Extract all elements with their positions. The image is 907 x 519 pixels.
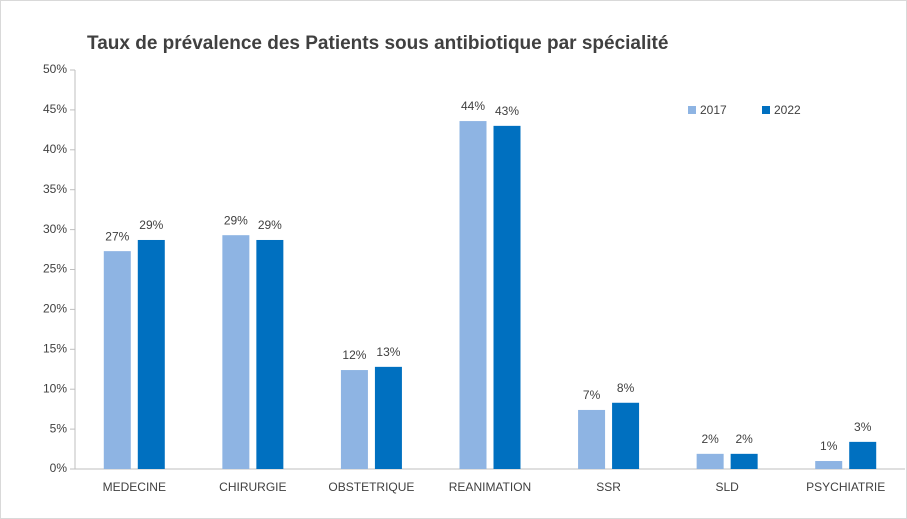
bar bbox=[222, 235, 250, 469]
y-tick-label: 5% bbox=[50, 421, 68, 435]
data-label: 1% bbox=[820, 439, 838, 453]
y-tick-label: 45% bbox=[43, 102, 67, 116]
data-label: 44% bbox=[461, 99, 485, 113]
legend-label: 2017 bbox=[700, 103, 727, 117]
bar bbox=[493, 125, 521, 470]
data-label: 13% bbox=[376, 345, 400, 359]
data-label: 7% bbox=[583, 388, 601, 402]
x-tick-label: OBSTETRIQUE bbox=[328, 480, 414, 494]
legend-swatch bbox=[762, 106, 770, 114]
y-tick-label: 30% bbox=[43, 222, 67, 236]
data-label: 29% bbox=[258, 218, 282, 232]
bar bbox=[459, 121, 487, 470]
y-tick-label: 35% bbox=[43, 182, 67, 196]
bar bbox=[374, 366, 402, 469]
legend-label: 2022 bbox=[774, 103, 801, 117]
x-tick-label: MEDECINE bbox=[103, 480, 166, 494]
data-label: 29% bbox=[224, 213, 248, 227]
bar bbox=[103, 251, 131, 469]
y-tick-label: 20% bbox=[43, 302, 67, 316]
data-label: 29% bbox=[139, 218, 163, 232]
data-label: 2% bbox=[735, 432, 753, 446]
bar bbox=[578, 409, 606, 469]
bar bbox=[256, 239, 284, 469]
x-tick-label: REANIMATION bbox=[449, 480, 531, 494]
bar bbox=[815, 461, 843, 469]
y-tick-label: 50% bbox=[43, 62, 67, 76]
legend-swatch bbox=[688, 106, 696, 114]
data-label: 3% bbox=[854, 420, 872, 434]
y-tick-label: 40% bbox=[43, 142, 67, 156]
y-tick-label: 25% bbox=[43, 262, 67, 276]
y-tick-label: 0% bbox=[50, 461, 68, 475]
data-label: 12% bbox=[342, 348, 366, 362]
data-label: 8% bbox=[617, 381, 635, 395]
x-tick-label: PSYCHIATRIE bbox=[806, 480, 885, 494]
x-tick-label: SSR bbox=[596, 480, 621, 494]
data-label: 43% bbox=[495, 104, 519, 118]
x-tick-label: CHIRURGIE bbox=[219, 480, 286, 494]
bar bbox=[340, 370, 368, 469]
y-tick-label: 15% bbox=[43, 341, 67, 355]
bar bbox=[849, 441, 877, 469]
x-tick-label: SLD bbox=[715, 480, 739, 494]
bar bbox=[137, 239, 165, 469]
chart-title: Taux de prévalence des Patients sous ant… bbox=[87, 33, 668, 54]
data-label: 2% bbox=[701, 432, 719, 446]
y-tick-label: 10% bbox=[43, 381, 67, 395]
data-label: 27% bbox=[105, 229, 129, 243]
bar bbox=[612, 402, 640, 469]
bar bbox=[696, 453, 724, 469]
bar bbox=[730, 453, 758, 469]
